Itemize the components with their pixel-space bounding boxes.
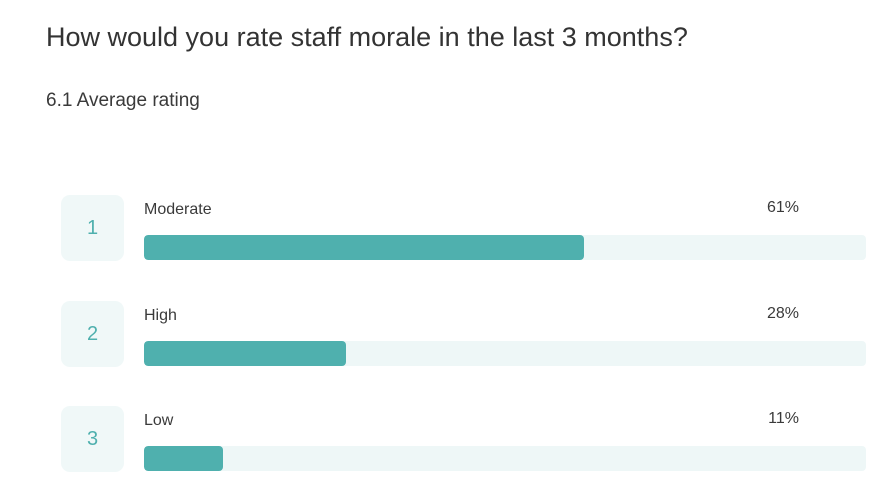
category-label: Low bbox=[144, 412, 174, 429]
category-label: Moderate bbox=[144, 201, 212, 218]
category-label: High bbox=[144, 307, 177, 324]
question-title: How would you rate staff morale in the l… bbox=[46, 22, 688, 52]
rank-badge: 2 bbox=[61, 301, 124, 367]
bar-track bbox=[144, 446, 866, 471]
average-rating: 6.1 Average rating bbox=[46, 90, 200, 111]
bar-fill bbox=[144, 341, 346, 366]
percentage-label: 11% bbox=[768, 410, 799, 427]
rating-row-low: 3 Low 11% bbox=[61, 406, 866, 472]
bar-fill bbox=[144, 446, 223, 471]
percentage-label: 28% bbox=[766, 305, 799, 322]
rating-row-high: 2 High 28% bbox=[61, 301, 866, 367]
rank-badge: 3 bbox=[61, 406, 124, 472]
bar-track bbox=[144, 341, 866, 366]
bar-track bbox=[144, 235, 866, 260]
bar-fill bbox=[144, 235, 584, 260]
rating-row-moderate: 1 Moderate 61% bbox=[61, 195, 866, 261]
rank-badge: 1 bbox=[61, 195, 124, 261]
percentage-label: 61% bbox=[766, 199, 799, 216]
